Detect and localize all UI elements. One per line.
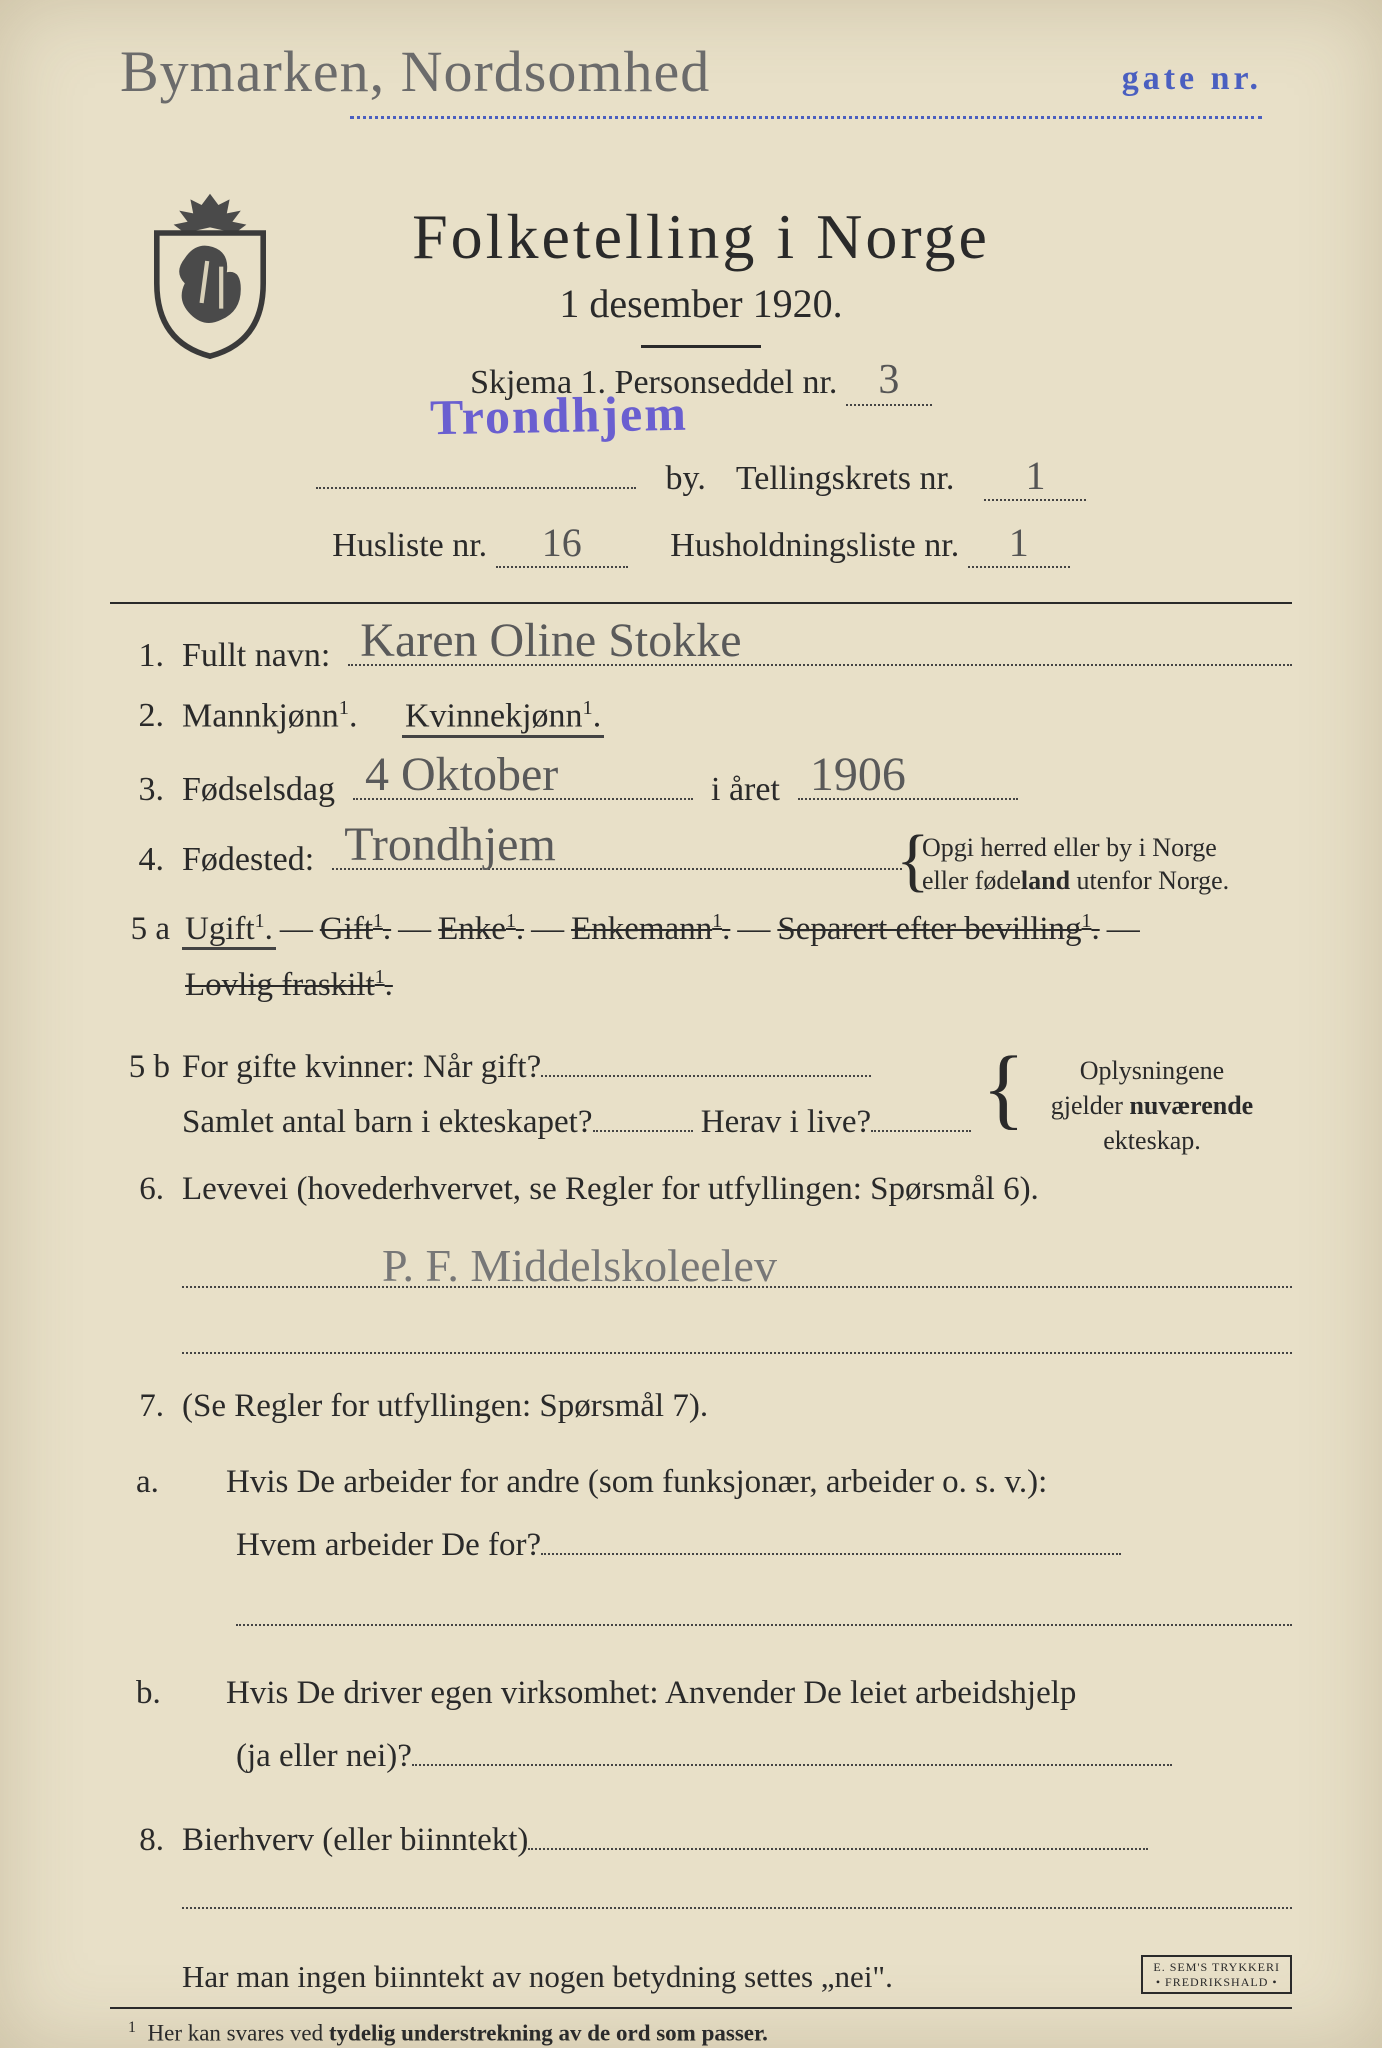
q4-fill: Trondhjem xyxy=(332,831,902,870)
by-label: by. xyxy=(666,460,706,498)
q1-label: Fullt navn: xyxy=(182,637,330,675)
husliste-nr: 16 xyxy=(496,519,628,568)
q1-num: 1. xyxy=(110,637,164,675)
q5a-opt-separert: Separert efter bevilling1. xyxy=(774,911,1102,947)
q7a-text2: Hvem arbeider De for? xyxy=(236,1527,541,1563)
q7a-fill-2 xyxy=(236,1590,1292,1626)
printer-mark: E. SEM'S TRYKKERI • FREDRIKSHALD • xyxy=(1141,1955,1292,1994)
hushold-nr: 1 xyxy=(968,519,1070,568)
q3-label: Fødselsdag xyxy=(182,771,335,809)
q7a-fill xyxy=(541,1553,1121,1555)
q7a-num: a. xyxy=(186,1451,226,1514)
q4-side1: Opgi herred eller by i Norge xyxy=(922,833,1217,862)
by-line: by. Tellingskrets nr. 1 xyxy=(110,450,1292,501)
q4-label: Fødested: xyxy=(182,841,314,879)
husliste-label: Husliste nr. xyxy=(332,527,487,564)
brace-icon: { xyxy=(896,831,930,891)
q3-row: 3. Fødselsdag 4 Oktober i året 1906 xyxy=(110,760,1292,808)
q7-row: 7. (Se Regler for utfyllingen: Spørsmål 7… xyxy=(110,1388,1292,1425)
q4-side2: eller fødeland utenfor Norge. xyxy=(922,866,1229,895)
q5a-opt-enke: Enke1. xyxy=(435,911,527,947)
q7a: a.Hvis De arbeider for andre (som funksj… xyxy=(110,1451,1292,1576)
tellingskrets-label: Tellingskrets nr. xyxy=(736,460,955,498)
q6-num: 6. xyxy=(110,1171,164,1208)
title-rule xyxy=(641,345,761,348)
page-title: Folketelling i Norge xyxy=(110,200,1292,274)
hushold-label: Husholdningsliste nr. xyxy=(670,527,959,564)
q3-year-fill: 1906 xyxy=(798,760,1018,799)
closing-note: Har man ingen biinntekt av nogen betydni… xyxy=(182,1959,1292,1995)
q1-fill: Karen Oline Stokke xyxy=(348,626,1292,665)
q3-day: 4 Oktober xyxy=(365,747,558,802)
tellingskrets-nr: 1 xyxy=(984,452,1086,501)
q1-value: Karen Oline Stokke xyxy=(360,613,741,668)
q4-num: 4. xyxy=(110,841,164,879)
q5a-opt-fraskilt: Lovlig fraskilt1. xyxy=(182,967,396,1003)
brace-icon: { xyxy=(982,1049,1025,1129)
q2-opt-k: Kvinnekjønn1. xyxy=(402,697,604,738)
trondhjem-stamp: Trondhjem xyxy=(430,384,689,446)
q7b-fill xyxy=(412,1764,1172,1766)
gate-nr-stamp: gate nr. xyxy=(1122,60,1262,98)
q7b-text1: Hvis De driver egen virksomhet: Anvender… xyxy=(226,1675,1076,1711)
census-form-page: Bymarken, Nordsomhed gate nr. Folketelli… xyxy=(0,0,1382,2048)
q7b: b.Hvis De driver egen virksomhet: Anvend… xyxy=(110,1662,1292,1787)
q1-row: 1. Fullt navn: Karen Oline Stokke xyxy=(110,626,1292,674)
city-stamp-row: Trondhjem xyxy=(110,406,1292,416)
q3-num: 3. xyxy=(110,771,164,809)
q4-sidenote: { Opgi herred eller by i Norge eller fød… xyxy=(922,831,1292,899)
footnote: 1 Her kan svares ved tydelig understrekn… xyxy=(110,2019,1292,2047)
q7b-text2: (ja eller nei)? xyxy=(236,1738,412,1774)
q5b-gift-fill xyxy=(541,1075,871,1077)
q7-label: (Se Regler for utfyllingen: Spørsmål 7). xyxy=(182,1388,708,1424)
q4-row: 4. Fødested: Trondhjem { Opgi herred ell… xyxy=(110,831,1292,879)
q2-num: 2. xyxy=(110,697,164,735)
footnote-rule xyxy=(110,2007,1292,2009)
q5b-sidenote: { Oplysningene gjelder nuværende ekteska… xyxy=(1012,1053,1292,1158)
q6-value: P. F. Middelskoleelev xyxy=(382,1239,777,1292)
q8-fill xyxy=(528,1848,1148,1850)
q6-fill-1: P. F. Middelskoleelev xyxy=(182,1244,1292,1288)
q5a-row: 5 aUgift1.—Gift1.—Enke1.—Enkemann1.—Sepa… xyxy=(110,901,1292,1013)
q5b-barn-fill xyxy=(593,1130,693,1132)
husliste-line: Husliste nr. 16 Husholdningsliste nr. 1 xyxy=(110,519,1292,568)
by-lead-dots xyxy=(316,450,636,489)
q4-value: Trondhjem xyxy=(344,817,556,872)
q2-opt-m: Mannkjønn1. xyxy=(182,697,357,735)
header-handwriting: Bymarken, Nordsomhed xyxy=(120,38,710,105)
q5a-num: 5 a xyxy=(110,901,170,957)
q6-label: Levevei (hovederhvervet, se Regler for u… xyxy=(182,1171,1039,1207)
q6-row: 6. Levevei (hovederhvervet, se Regler for… xyxy=(110,1171,1292,1208)
q5a-opt-gift: Gift1. xyxy=(317,911,394,947)
q5b-ilive-fill xyxy=(871,1130,971,1132)
q7a-text1: Hvis De arbeider for andre (som funksjon… xyxy=(226,1464,1047,1500)
q6-fill-2 xyxy=(182,1316,1292,1354)
q3-mid: i året xyxy=(711,771,780,809)
schema-line: Skjema 1. Personseddel nr. 3 xyxy=(110,356,1292,406)
q5a-opt-ugift: Ugift1. xyxy=(182,911,276,950)
page-subtitle: 1 desember 1920. xyxy=(110,280,1292,327)
q8-num: 8. xyxy=(110,1822,164,1859)
q2-row: 2. Mannkjønn1. Kvinnekjønn1. xyxy=(110,697,1292,738)
q5b-row: 5 bFor gifte kvinner: Når gift? Samlet a… xyxy=(110,1049,1292,1141)
q7b-num: b. xyxy=(186,1662,226,1725)
header-dotted-rule xyxy=(350,116,1262,119)
personseddel-nr: 3 xyxy=(846,356,932,406)
q5a-opt-enkemann: Enkemann1. xyxy=(568,911,733,947)
q8-label: Bierhverv (eller biinntekt) xyxy=(182,1822,528,1858)
q8-row: 8. Bierhverv (eller biinntekt) xyxy=(110,1822,1292,1859)
q3-day-fill: 4 Oktober xyxy=(353,760,693,799)
section-rule xyxy=(110,602,1292,604)
q5b-num: 5 b xyxy=(110,1049,170,1086)
coat-of-arms-icon xyxy=(140,190,280,360)
q8-fill-2 xyxy=(182,1873,1292,1909)
q3-year: 1906 xyxy=(810,747,906,802)
q7-num: 7. xyxy=(110,1388,164,1425)
